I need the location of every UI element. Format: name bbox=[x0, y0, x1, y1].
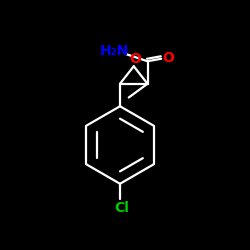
Text: O: O bbox=[129, 52, 141, 66]
Text: Cl: Cl bbox=[114, 200, 129, 214]
Text: O: O bbox=[162, 50, 174, 64]
Text: H₂N: H₂N bbox=[100, 44, 129, 58]
